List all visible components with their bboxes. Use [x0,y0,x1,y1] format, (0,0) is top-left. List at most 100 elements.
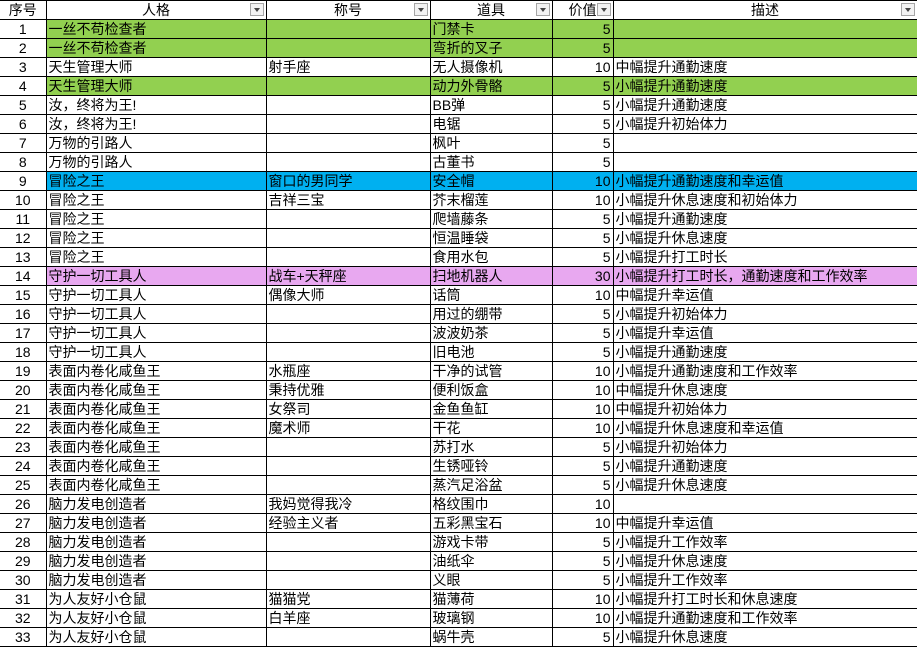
cell-title[interactable]: 魔术师 [265,418,431,438]
cell-value[interactable]: 5 [551,551,614,571]
cell-title[interactable] [265,209,431,229]
cell-title[interactable] [265,532,431,552]
cell-item[interactable]: 干花 [429,418,553,438]
cell-persona[interactable]: 汝，终将为王! [45,114,267,134]
cell-item[interactable]: 苏打水 [429,437,553,457]
cell-serial[interactable]: 23 [0,437,47,457]
cell-item[interactable]: 便利饭盒 [429,380,553,400]
cell-serial[interactable]: 19 [0,361,47,381]
cell-persona[interactable]: 脑力发电创造者 [45,513,267,533]
cell-item[interactable]: 食用水包 [429,247,553,267]
cell-persona[interactable]: 表面内卷化咸鱼王 [45,399,267,419]
cell-serial[interactable]: 21 [0,399,47,419]
cell-title[interactable] [265,437,431,457]
cell-persona[interactable]: 天生管理大师 [45,76,267,96]
cell-value[interactable]: 10 [551,418,614,438]
cell-description[interactable]: 小幅提升休息速度和幸运值 [612,418,917,438]
cell-description[interactable]: 小幅提升通勤速度 [612,95,917,115]
cell-description[interactable]: 中幅提升幸运值 [612,285,917,305]
cell-value[interactable]: 10 [551,57,614,77]
cell-title[interactable]: 吉祥三宝 [265,190,431,210]
cell-description[interactable]: 小幅提升幸运值 [612,323,917,343]
cell-serial[interactable]: 31 [0,589,47,609]
cell-description[interactable] [612,38,917,58]
cell-value[interactable]: 5 [551,437,614,457]
cell-persona[interactable]: 冒险之王 [45,209,267,229]
cell-serial[interactable]: 12 [0,228,47,248]
cell-item[interactable]: 旧电池 [429,342,553,362]
cell-serial[interactable]: 33 [0,627,47,647]
cell-persona[interactable]: 脑力发电创造者 [45,551,267,571]
cell-serial[interactable]: 2 [0,38,47,58]
cell-serial[interactable]: 20 [0,380,47,400]
cell-serial[interactable]: 10 [0,190,47,210]
cell-serial[interactable]: 8 [0,152,47,172]
cell-description[interactable]: 小幅提升通勤速度和幸运值 [612,171,917,191]
cell-title[interactable]: 女祭司 [265,399,431,419]
cell-description[interactable]: 中幅提升幸运值 [612,513,917,533]
cell-persona[interactable]: 为人友好小仓鼠 [45,608,267,628]
cell-title[interactable]: 战车+天秤座 [265,266,431,286]
cell-serial[interactable]: 22 [0,418,47,438]
cell-title[interactable]: 经验主义者 [265,513,431,533]
cell-serial[interactable]: 18 [0,342,47,362]
cell-item[interactable]: 爬墙藤条 [429,209,553,229]
cell-title[interactable] [265,114,431,134]
cell-value[interactable]: 5 [551,570,614,590]
cell-value[interactable]: 5 [551,76,614,96]
cell-item[interactable]: 话筒 [429,285,553,305]
cell-description[interactable]: 小幅提升通勤速度和工作效率 [612,608,917,628]
cell-item[interactable]: 门禁卡 [429,19,553,39]
cell-value[interactable]: 5 [551,247,614,267]
cell-description[interactable]: 小幅提升休息速度 [612,475,917,495]
cell-title[interactable] [265,475,431,495]
cell-value[interactable]: 10 [551,380,614,400]
cell-description[interactable]: 小幅提升通勤速度 [612,209,917,229]
cell-value[interactable]: 5 [551,95,614,115]
cell-title[interactable]: 白羊座 [265,608,431,628]
cell-item[interactable]: 干净的试管 [429,361,553,381]
cell-item[interactable]: BB弹 [429,95,553,115]
cell-persona[interactable]: 天生管理大师 [45,57,267,77]
cell-serial[interactable]: 26 [0,494,47,514]
cell-value[interactable]: 5 [551,152,614,172]
cell-serial[interactable]: 6 [0,114,47,134]
cell-description[interactable]: 小幅提升打工时长，通勤速度和工作效率 [612,266,917,286]
cell-title[interactable] [265,551,431,571]
cell-item[interactable]: 电锯 [429,114,553,134]
cell-description[interactable]: 小幅提升休息速度和初始体力 [612,190,917,210]
cell-item[interactable]: 弯折的叉子 [429,38,553,58]
cell-item[interactable]: 无人摄像机 [429,57,553,77]
cell-value[interactable]: 10 [551,361,614,381]
cell-title[interactable]: 秉持优雅 [265,380,431,400]
cell-description[interactable] [612,494,917,514]
cell-persona[interactable]: 脑力发电创造者 [45,494,267,514]
cell-serial[interactable]: 29 [0,551,47,571]
cell-serial[interactable]: 24 [0,456,47,476]
cell-persona[interactable]: 表面内卷化咸鱼王 [45,361,267,381]
filter-dropdown-icon[interactable] [413,3,428,16]
cell-persona[interactable]: 表面内卷化咸鱼王 [45,380,267,400]
cell-item[interactable]: 游戏卡带 [429,532,553,552]
cell-persona[interactable]: 守护一切工具人 [45,266,267,286]
cell-description[interactable]: 中幅提升休息速度 [612,380,917,400]
cell-description[interactable]: 小幅提升休息速度 [612,627,917,647]
cell-serial[interactable]: 30 [0,570,47,590]
cell-title[interactable]: 猫猫党 [265,589,431,609]
filter-dropdown-icon[interactable] [535,3,550,16]
cell-description[interactable] [612,152,917,172]
cell-description[interactable]: 小幅提升工作效率 [612,532,917,552]
cell-description[interactable]: 小幅提升通勤速度和工作效率 [612,361,917,381]
cell-title[interactable]: 射手座 [265,57,431,77]
cell-title[interactable] [265,133,431,153]
cell-title[interactable] [265,456,431,476]
cell-serial[interactable]: 15 [0,285,47,305]
cell-serial[interactable]: 11 [0,209,47,229]
cell-item[interactable]: 用过的绷带 [429,304,553,324]
cell-persona[interactable]: 脑力发电创造者 [45,532,267,552]
cell-value[interactable]: 5 [551,342,614,362]
cell-persona[interactable]: 表面内卷化咸鱼王 [45,475,267,495]
cell-item[interactable]: 古董书 [429,152,553,172]
cell-value[interactable]: 5 [551,627,614,647]
cell-persona[interactable]: 一丝不苟检查者 [45,38,267,58]
